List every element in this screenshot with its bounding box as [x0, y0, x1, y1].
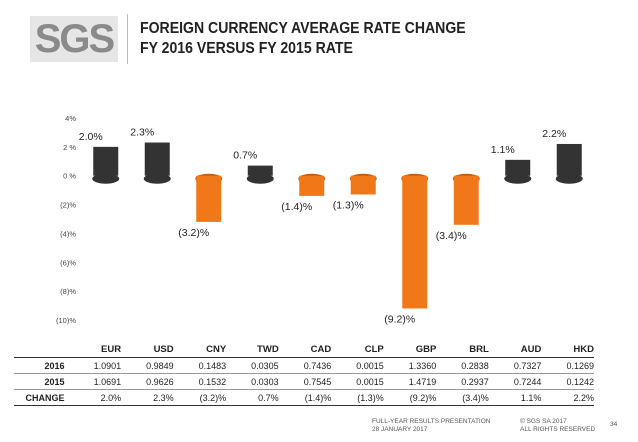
table-cell: 0.1242 — [541, 373, 594, 390]
y-tick-label: (4)% — [60, 229, 76, 238]
data-label: 2.2% — [542, 128, 566, 140]
bar-twd — [247, 165, 273, 176]
column-header: TWD — [257, 344, 279, 355]
bar-hkd — [556, 143, 582, 176]
table-header-row: EUR USD CNY TWD CAD CLP GBP BRL AUD HKD — [14, 342, 594, 358]
table-cell: 0.0303 — [226, 373, 279, 390]
table-cell: 1.3360 — [383, 357, 437, 374]
data-label: (3.4)% — [436, 230, 467, 242]
bar-gbp — [402, 175, 428, 309]
table-row: 2015 1.0691 0.9626 0.1532 0.0303 0.7545 0.0015… — [14, 373, 594, 390]
table-cell: 0.7% — [226, 389, 279, 406]
table-cell: 0.7545 — [278, 373, 332, 390]
data-label: 1.1% — [491, 144, 515, 156]
table-cell: (1.3)% — [331, 389, 384, 406]
row-label: 2015 — [14, 373, 69, 390]
table-cell: (9.2)% — [383, 389, 437, 406]
table-cell: 2.3% — [121, 389, 174, 406]
y-tick-label: 0 % — [63, 172, 76, 181]
column-header: USD — [153, 344, 174, 355]
y-tick-label: (6)% — [60, 258, 76, 267]
table-cell: 0.2838 — [436, 357, 489, 374]
bar-base — [504, 173, 532, 184]
table-corner — [14, 342, 69, 358]
row-label: 2016 — [14, 357, 69, 374]
table-cell: 0.7327 — [488, 357, 542, 374]
logo-text: SGS — [34, 16, 115, 61]
title-line-1: FOREIGN CURRENCY AVERAGE RATE CHANGE — [140, 20, 466, 37]
title-line-2: FY 2016 VERSUS FY 2015 RATE — [140, 40, 353, 57]
table-cell: 0.2937 — [436, 373, 489, 390]
data-label: 2.0% — [79, 131, 103, 143]
table-cell: 0.0015 — [331, 357, 384, 374]
y-tick-label: (8)% — [60, 287, 76, 296]
table-cell: 0.1269 — [541, 357, 594, 374]
row-label: CHANGE — [14, 389, 69, 406]
table-cell: 0.1532 — [173, 373, 227, 390]
column-header: CNY — [206, 344, 227, 355]
table-cell: 1.1% — [488, 389, 542, 406]
bar-cny — [196, 175, 222, 222]
footer-presentation-title: FULL-YEAR RESULTS PRESENTATION — [372, 418, 491, 425]
column-header: EUR — [101, 344, 122, 355]
footer-rights-line: ALL RIGHTS RESERVED — [520, 426, 596, 433]
table-cell: 1.0691 — [68, 373, 122, 390]
data-label: 2.3% — [130, 127, 154, 139]
table-row: CHANGE 2.0% 2.3% (3.2)% 0.7% (1.4)% (1.3)% (9.2… — [14, 389, 594, 406]
footer-presentation: FULL-YEAR RESULTS PRESENTATION 28 JANUAR… — [372, 418, 490, 434]
bar-aud — [505, 159, 531, 176]
footer-date: 28 JANUARY 2017 — [372, 426, 428, 433]
data-label: (1.3)% — [333, 199, 364, 211]
table-cell: 0.1483 — [173, 357, 227, 374]
table-cell: (3.2)% — [173, 389, 227, 406]
table-cell: (1.4)% — [278, 389, 332, 406]
table-cell: 1.4719 — [383, 373, 437, 390]
header-separator — [127, 14, 128, 64]
data-label: (9.2)% — [384, 313, 415, 325]
sgs-logo: SGS — [30, 16, 118, 62]
table-cell: 0.7244 — [488, 373, 542, 390]
bar-brl — [453, 175, 479, 225]
bar-eur — [93, 146, 119, 176]
table-cell: 0.0305 — [226, 357, 279, 374]
table-cell: 1.0901 — [68, 357, 122, 374]
footer-copyright-line: © SGS SA 2017 — [520, 418, 567, 425]
bar-chart: 4% 2 % 0 % (2)% (4)% (6)% (8)% (10)% 2.0% 2.3% (3.… — [56, 114, 583, 325]
slide-title: FOREIGN CURRENCY AVERAGE RATE CHANGE FY … — [140, 19, 466, 59]
bar-cad — [299, 175, 325, 196]
bar-usd — [144, 142, 170, 176]
data-label: (1.4)% — [281, 201, 312, 213]
table-cell: 0.7436 — [278, 357, 332, 374]
y-tick-label: (10)% — [56, 316, 76, 325]
y-tick-label: 2 % — [63, 143, 76, 152]
column-header: GBP — [415, 344, 437, 355]
table-cell: 2.2% — [541, 389, 594, 406]
table-row: 2016 1.0901 0.9849 0.1483 0.0305 0.7436 0.0015… — [14, 357, 594, 374]
table-cell: 0.9626 — [121, 373, 174, 390]
table-cell: 2.0% — [68, 389, 122, 406]
bar-base — [246, 173, 274, 184]
column-header: AUD — [520, 344, 542, 355]
column-header: CAD — [310, 344, 332, 355]
table-cell: (3.4)% — [436, 389, 489, 406]
column-header: BRL — [469, 344, 489, 355]
column-header: CLP — [364, 344, 384, 355]
table-cell: 0.9849 — [121, 357, 174, 374]
data-label: (3.2)% — [178, 227, 209, 239]
rate-table: EUR USD CNY TWD CAD CLP GBP BRL AUD HKD 2016 1.090… — [14, 342, 594, 406]
y-tick-label: 4% — [65, 114, 76, 123]
bar-base — [555, 173, 583, 184]
bar-clp — [350, 175, 376, 195]
column-header: HKD — [573, 344, 594, 355]
data-label: 0.7% — [233, 150, 257, 162]
bar-base — [143, 173, 171, 184]
footer-copyright: © SGS SA 2017 ALL RIGHTS RESERVED — [520, 418, 595, 434]
table-cell: 0.0015 — [331, 373, 384, 390]
bar-base — [92, 173, 120, 184]
page-number: 34 — [610, 421, 618, 428]
y-tick-label: (2)% — [60, 201, 76, 210]
